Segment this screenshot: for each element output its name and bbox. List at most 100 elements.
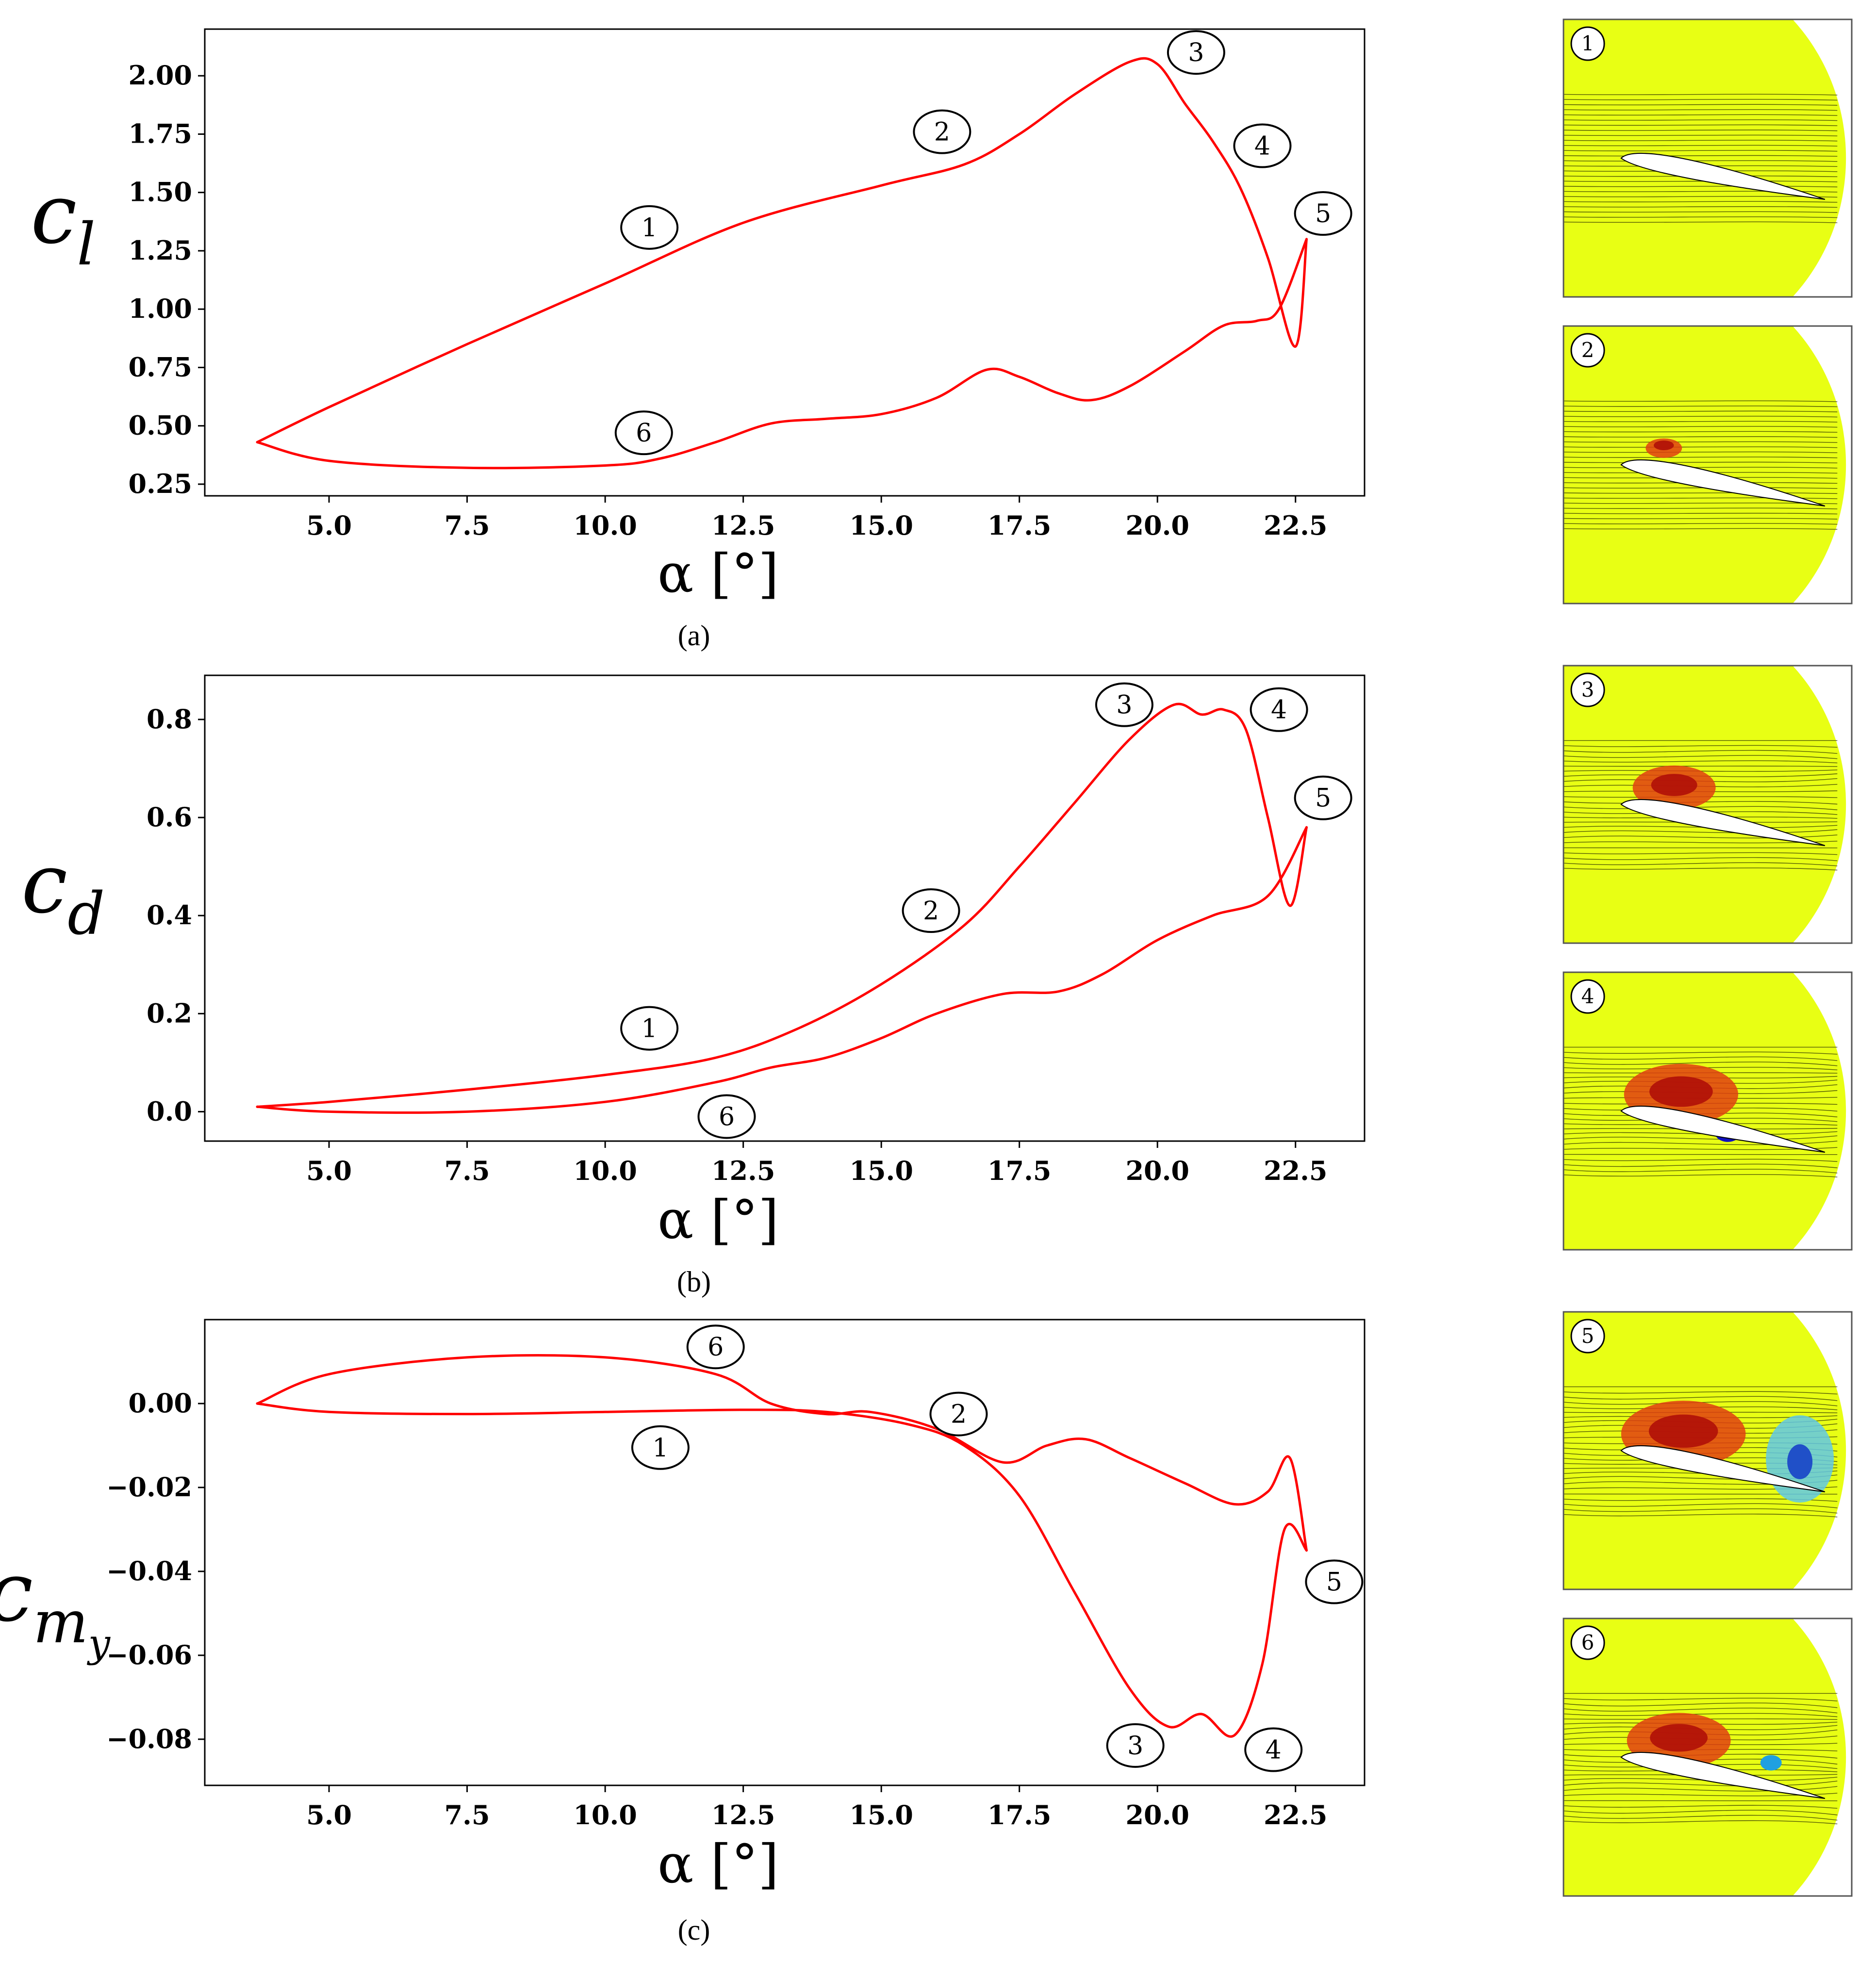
- snapshot-label: 2: [1581, 338, 1595, 362]
- x-tick-label: 17.5: [987, 1799, 1052, 1830]
- airfoil: [1620, 799, 1826, 846]
- annotation-label: 6: [636, 419, 652, 448]
- annotation-label: 3: [1188, 38, 1204, 67]
- annotation-1: 1: [631, 1425, 690, 1470]
- y-tick-label: 0.8: [147, 703, 192, 735]
- annotation-1: 1: [620, 205, 679, 250]
- annotation-label: 2: [951, 1400, 967, 1429]
- flow-snapshot-2: 2: [1563, 325, 1853, 605]
- y-tick-label: 1.00: [128, 293, 192, 324]
- y-tick-label: −0.08: [106, 1723, 192, 1754]
- y-axis-label-b: cd: [21, 836, 105, 948]
- annotation-6: 6: [686, 1324, 745, 1370]
- annotation-ellipse: [697, 1094, 756, 1139]
- annotation-label: 4: [1254, 132, 1270, 161]
- panel-a: 1 2 3 4 5 6 5.0 7.5 10.0 12.5 15.0 17.5 20.0 22.5 0.2…: [31, 28, 1366, 652]
- y-tick-label: 0.00: [128, 1388, 192, 1419]
- x-tick-label: 10.0: [573, 1799, 637, 1830]
- x-tick-label: 12.5: [711, 1799, 775, 1830]
- x-tick-label: 10.0: [573, 510, 637, 541]
- annotation-ellipse: [1244, 1727, 1303, 1772]
- snapshot-field: [1563, 666, 1852, 943]
- ticks-c: 5.0 7.5 10.0 12.5 15.0 17.5 20.0 22.5 0.00 −0.02 −…: [106, 1388, 1327, 1830]
- annotation-3: 3: [1167, 30, 1225, 75]
- snapshot-field: [1563, 326, 1852, 604]
- x-tick-label: 15.0: [849, 510, 913, 541]
- x-tick-label: 7.5: [444, 510, 490, 541]
- annotation-2: 2: [913, 109, 971, 154]
- snapshot-field: [1563, 1312, 1852, 1589]
- y-tick-label: −0.04: [106, 1555, 192, 1586]
- annotation-ellipse: [686, 1324, 745, 1370]
- flow-domain: [1563, 19, 1846, 297]
- annotation-ellipse: [1305, 1559, 1364, 1604]
- series-line-downstroke: [256, 1354, 1308, 1552]
- annotation-ellipse: [614, 410, 673, 456]
- panel-b: 1 2 3 4 5 6 5.0 7.5 10.0 12.5 15.0 17.5 20.0 22.5 0.0…: [21, 674, 1366, 1298]
- annotation-4: 4: [1250, 687, 1308, 732]
- flow-snapshot-6: 6: [1563, 1618, 1853, 1897]
- flow-snapshot-1: 1: [1563, 18, 1853, 298]
- series-line-upstroke: [256, 703, 1308, 1108]
- snapshot-label-circle: [1570, 26, 1605, 61]
- annotation-ellipse: [1095, 682, 1153, 727]
- annotation-2: 2: [902, 888, 960, 933]
- series-line-upstroke: [256, 1402, 1308, 1738]
- annotation-label: 3: [1116, 691, 1132, 720]
- annotation-5: 5: [1294, 191, 1352, 236]
- plot-frame-b: [204, 674, 1366, 1142]
- annotation-label: 1: [642, 213, 658, 243]
- annotation-label: 6: [719, 1102, 735, 1131]
- x-tick-label: 5.0: [306, 510, 352, 541]
- annotation-ellipse: [929, 1391, 988, 1437]
- x-tick-label: 17.5: [987, 1155, 1052, 1186]
- snapshot-label-circle: [1570, 1625, 1605, 1660]
- snapshot-frame: [1563, 665, 1853, 944]
- x-tick-label: 22.5: [1264, 1155, 1328, 1186]
- annotation-6: 6: [697, 1094, 756, 1139]
- x-tick-label: 17.5: [987, 510, 1052, 541]
- x-tick-label: 7.5: [444, 1799, 490, 1830]
- flow-snapshot-5: 5: [1563, 1311, 1853, 1590]
- series-line-upstroke: [256, 57, 1308, 443]
- annotation-ellipse: [1250, 687, 1308, 732]
- y-tick-label: 1.50: [128, 177, 192, 208]
- flow-domain: [1563, 666, 1846, 943]
- caption-b: (b): [677, 1266, 711, 1298]
- series-line-downstroke: [256, 826, 1308, 1114]
- x-axis-label-b: α [°]: [658, 1189, 779, 1251]
- snapshot-frame: [1563, 18, 1853, 298]
- snapshot-label-circle: [1570, 333, 1605, 368]
- snapshot-frame: [1563, 1311, 1853, 1590]
- y-tick-label: 0.75: [128, 351, 192, 382]
- streamlines: [1563, 400, 1838, 530]
- y-axis-label-a: cl: [31, 166, 96, 278]
- snapshot-field: [1563, 1618, 1852, 1896]
- x-tick-label: 20.0: [1125, 510, 1189, 541]
- x-tick-label: 5.0: [306, 1155, 352, 1186]
- streamlines: [1563, 740, 1838, 871]
- annotation-5: 5: [1294, 775, 1352, 820]
- annotation-ellipse: [1294, 191, 1352, 236]
- annotation-ellipse: [902, 888, 960, 933]
- snapshot-field: [1563, 19, 1852, 297]
- annotation-3: 3: [1095, 682, 1153, 727]
- annotation-ellipse: [1167, 30, 1225, 75]
- y-tick-label: −0.06: [106, 1639, 192, 1670]
- x-tick-label: 20.0: [1125, 1799, 1189, 1830]
- snapshot-frame: [1563, 325, 1853, 605]
- annotation-label: 2: [934, 118, 950, 147]
- annotation-label: 2: [923, 897, 939, 926]
- annotation-label: 5: [1315, 784, 1331, 813]
- panel-c: 1 2 3 4 5 6 5.0 7.5 10.0 12.5 15.0 17.5 20.0 22.5 0.0…: [0, 1319, 1366, 1946]
- annotation-ellipse: [913, 109, 971, 154]
- annotation-ellipse: [631, 1425, 690, 1470]
- x-tick-label: 12.5: [711, 510, 775, 541]
- x-tick-label: 22.5: [1264, 1799, 1328, 1830]
- x-tick-label: 10.0: [573, 1155, 637, 1186]
- annotation-label: 5: [1315, 199, 1331, 229]
- annotation-ellipse: [620, 205, 679, 250]
- streamlines: [1563, 94, 1838, 223]
- annotation-1: 1: [620, 1006, 679, 1051]
- snapshot-label: 3: [1581, 678, 1595, 702]
